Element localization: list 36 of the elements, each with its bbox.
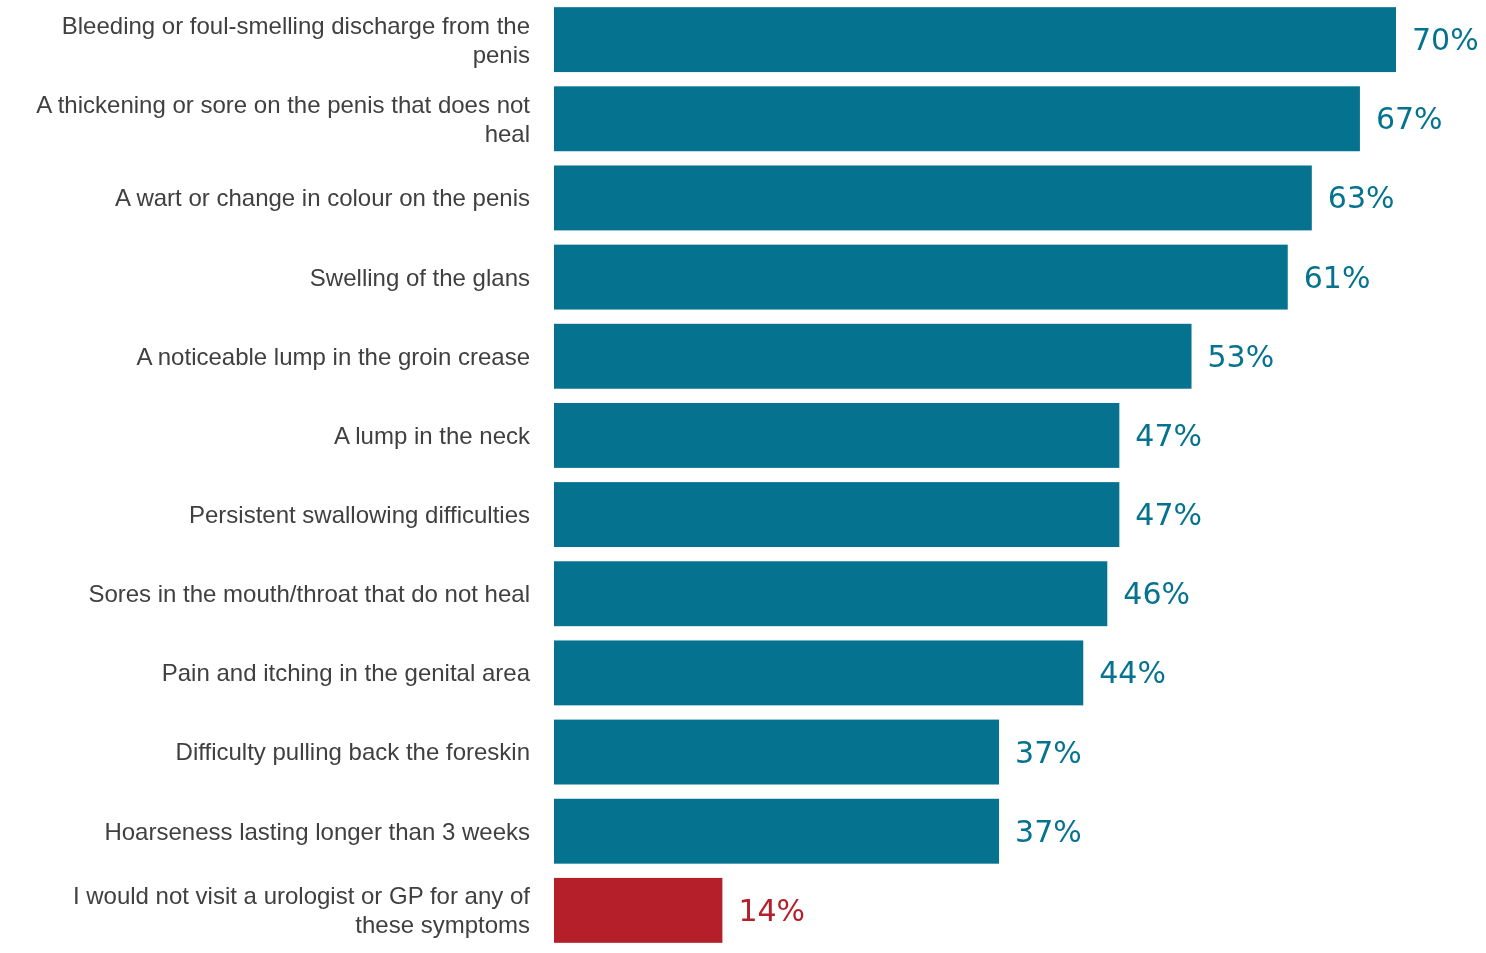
data-label: 37% [1015,813,1082,849]
bar [554,323,1192,389]
y-tick-label: A lump in the neck [333,421,531,449]
data-label: 70% [1412,22,1479,58]
y-tick-label: Hoarseness lasting longer than 3 weeks [104,817,530,845]
bar [554,798,1000,864]
bar [554,7,1396,73]
y-tick-label: Difficulty pulling back the foreskin [175,738,530,766]
data-label: 63% [1327,180,1395,216]
data-label: 14% [738,892,806,928]
data-label: 47% [1135,497,1203,533]
y-tick-label: A wart or change in colour on the penis [115,184,530,212]
bar [554,165,1312,231]
data-label: 44% [1099,655,1166,691]
y-tick-label: I would not visit a urologist or GP for any of these symptoms [72,882,531,939]
y-tick-label: Sores in the mouth/throat that do not heal [88,580,530,608]
bar [554,244,1288,310]
bar [554,402,1120,468]
y-tick-label: Pain and itching in the genital area [161,659,531,687]
bar [554,561,1108,627]
y-tick-label: Swelling of the glans [309,263,530,291]
y-tick-label: A noticeable lump in the groin crease [136,342,530,370]
bar [554,719,1000,785]
data-label: 47% [1135,417,1203,453]
bar [554,482,1120,548]
data-label: 67% [1375,101,1443,137]
y-tick-label: A thickening or sore on the penis that does not heal [36,90,531,147]
data-label: 53% [1207,338,1275,374]
bar [554,86,1360,152]
y-tick-label: Persistent swallowing difficulties [188,500,530,528]
y-tick-label: Bleeding or foul-smelling discharge from the penis [61,11,530,68]
data-label: 46% [1123,576,1190,612]
data-label: 37% [1015,734,1082,770]
data-label: 61% [1303,259,1371,295]
bar [554,877,723,943]
bar [554,640,1084,706]
